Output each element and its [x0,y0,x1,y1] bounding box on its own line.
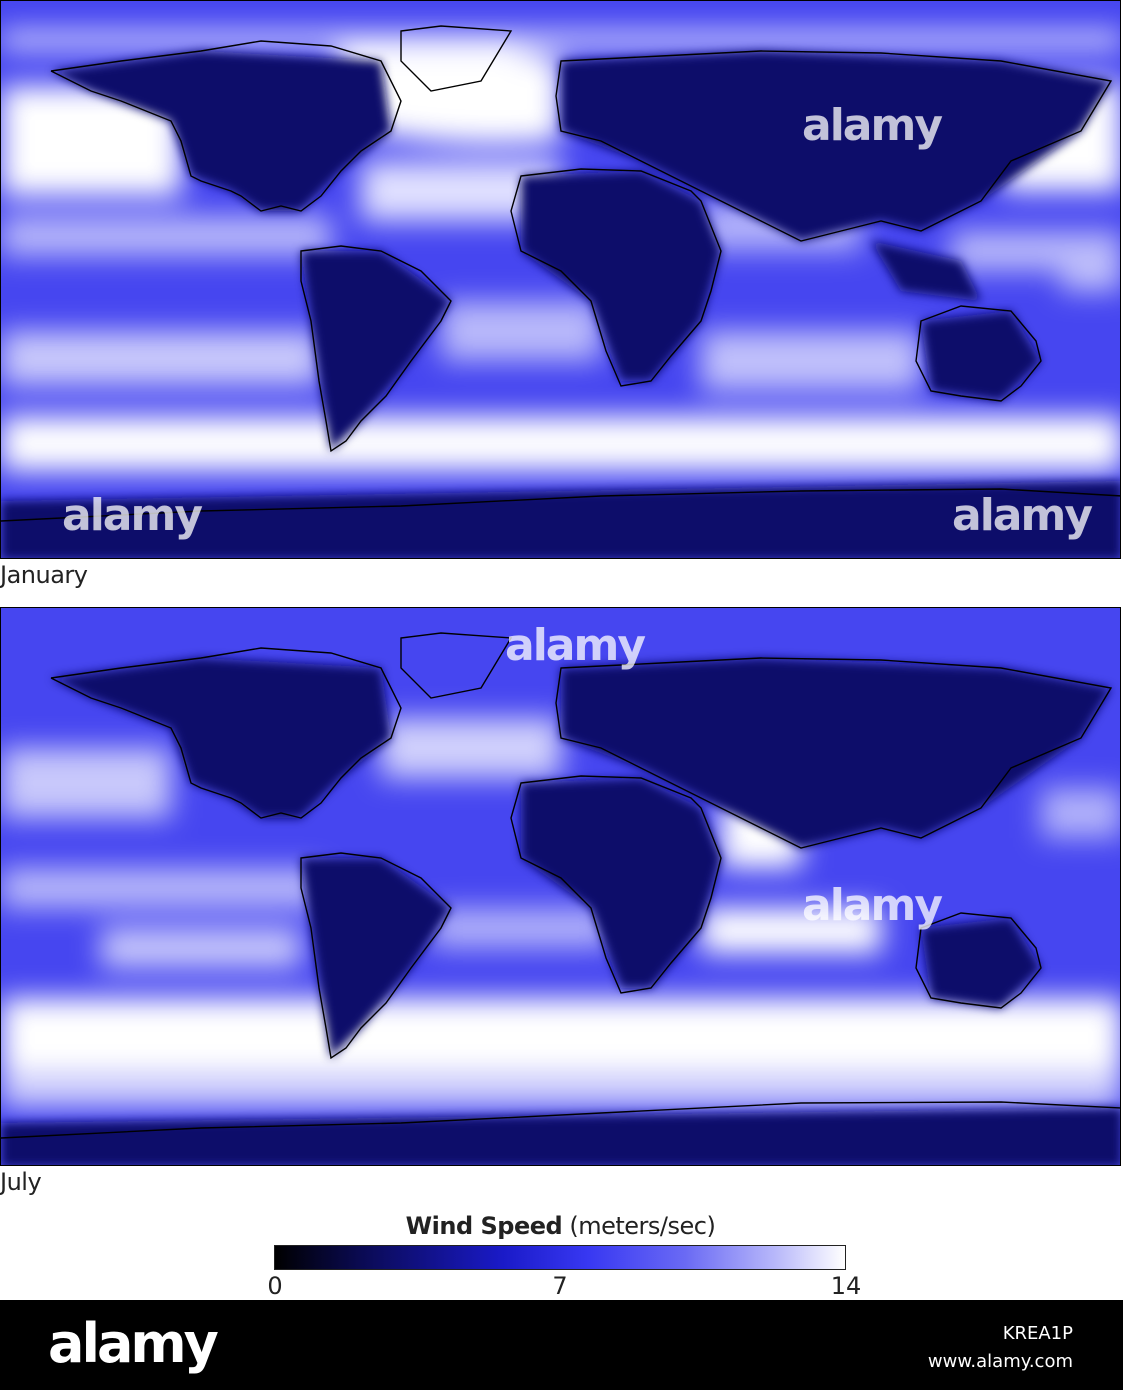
footer-bar: alamy KREA1P www.alamy.com [0,1300,1123,1390]
image-credit: KREA1P www.alamy.com [928,1320,1073,1376]
wind-map-january [1,1,1120,558]
legend-tick-max: 14 [830,1272,862,1300]
legend-tick-mid: 7 [552,1272,568,1300]
site-url: www.alamy.com [927,1351,1073,1372]
legend-tick-min: 0 [267,1272,283,1300]
map-label-january: January [0,561,88,589]
legend-title: Wind Speed (meters/sec) [0,1212,1121,1240]
map-july [0,607,1121,1166]
wind-map-july [1,608,1120,1165]
image-id: KREA1P [1002,1323,1073,1344]
legend-title-bold: Wind Speed [405,1212,563,1240]
map-january [0,0,1121,559]
alamy-logo: alamy [48,1312,219,1375]
legend-color-scale [274,1245,846,1270]
legend-title-unit: (meters/sec) [569,1212,716,1240]
map-label-july: July [0,1168,42,1196]
